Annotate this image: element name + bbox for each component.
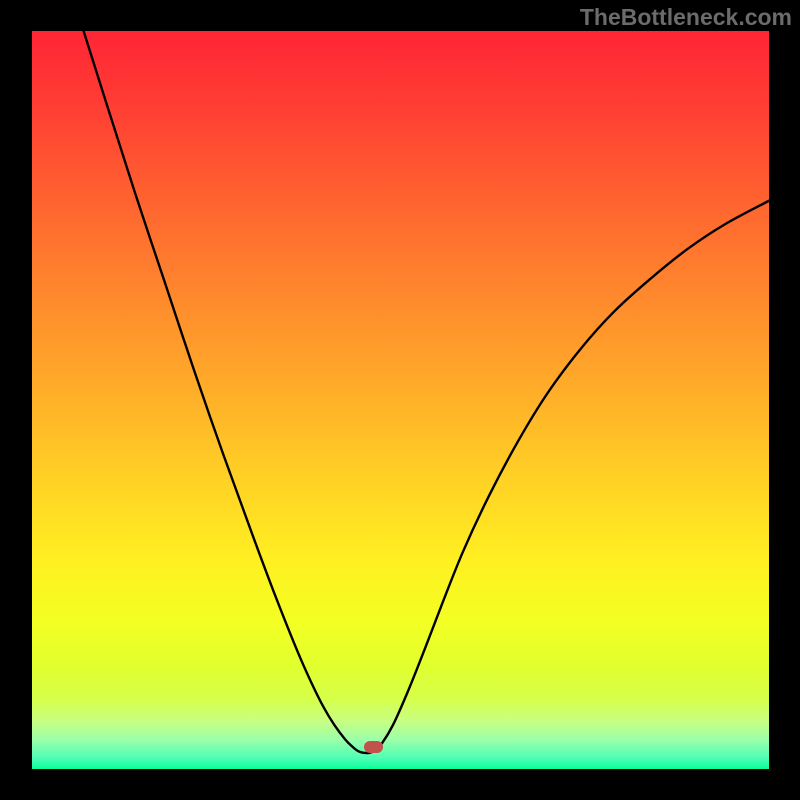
watermark-text: TheBottleneck.com xyxy=(580,4,792,31)
gradient-background xyxy=(32,31,769,769)
chart-plot-area xyxy=(32,31,769,769)
chart-svg xyxy=(32,31,769,769)
optimum-marker xyxy=(364,741,383,753)
